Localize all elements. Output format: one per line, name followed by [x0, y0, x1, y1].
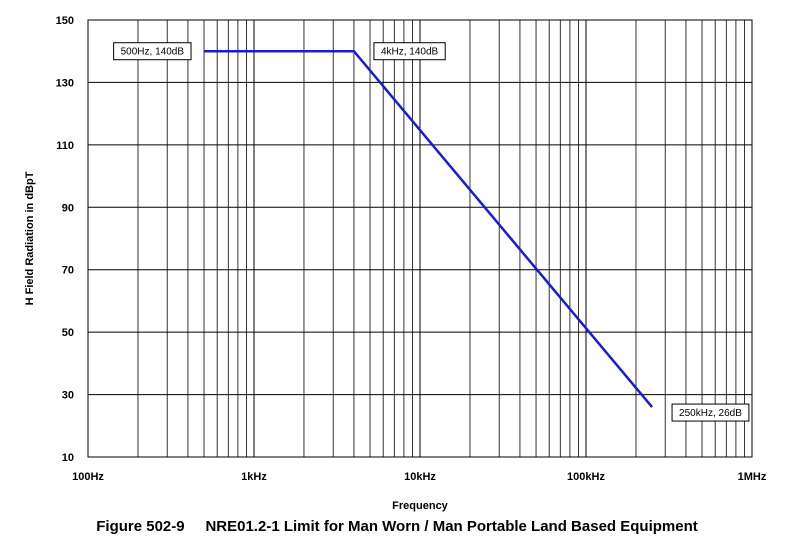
- annotation-label: 250kHz, 26dB: [671, 403, 750, 422]
- grid: [87, 19, 753, 458]
- x-tick-label: 10kHz: [404, 471, 436, 483]
- y-tick-label: 10: [62, 452, 74, 464]
- annotation-text: 250kHz, 26dB: [679, 408, 742, 419]
- series-layer: [204, 49, 654, 408]
- annotation-box: [373, 42, 446, 61]
- x-tick-labels: 100Hz 1kHz 10kHz 100kHz 1MHz: [72, 471, 767, 483]
- figure-caption: Figure 502-9 NRE01.2-1 Limit for Man Wor…: [96, 518, 698, 535]
- y-axis-title: H Field Radiation in dBpT: [24, 171, 36, 305]
- y-tick-label: 150: [56, 15, 74, 27]
- plot-frame: [87, 19, 753, 458]
- annotations: 500Hz, 140dB 4kHz, 140dB 250kHz, 26dB: [113, 42, 750, 422]
- x-tick-label: 1kHz: [241, 471, 267, 483]
- x-tick-label: 100kHz: [567, 471, 605, 483]
- limit-line: [204, 49, 654, 408]
- y-tick-label: 50: [62, 327, 74, 339]
- x-tick-label: 100Hz: [72, 471, 104, 483]
- y-tick-label: 30: [62, 390, 74, 402]
- y-tick-label: 110: [56, 140, 74, 152]
- y-tick-label: 70: [62, 265, 74, 277]
- annotation-text: 4kHz, 140dB: [381, 47, 439, 58]
- y-tick-label: 130: [56, 77, 74, 89]
- x-axis-title: Frequency: [392, 500, 449, 512]
- annotation-box: [671, 403, 750, 422]
- x-tick-label: 1MHz: [738, 471, 767, 483]
- y-tick-label: 90: [62, 202, 74, 214]
- annotation-box: [113, 42, 192, 61]
- annotation-label: 4kHz, 140dB: [373, 42, 446, 61]
- y-tick-labels: 150 130 110 90 70 50 30 10: [56, 15, 74, 464]
- annotation-text: 500Hz, 140dB: [121, 47, 185, 58]
- annotation-label: 500Hz, 140dB: [113, 42, 192, 61]
